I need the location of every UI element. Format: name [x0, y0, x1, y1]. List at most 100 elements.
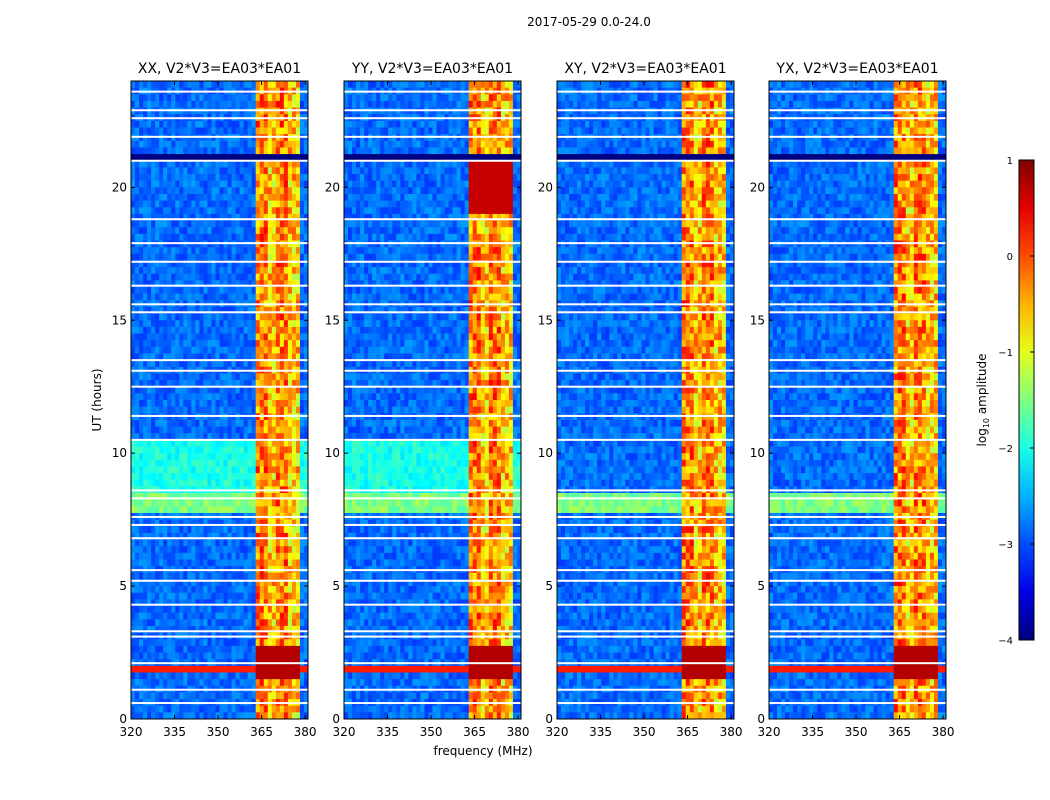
heatmap-cell: [279, 493, 285, 501]
heatmap-cell: [235, 559, 241, 567]
heatmap-cell: [159, 526, 164, 534]
heatmap-cell: [275, 506, 281, 514]
heatmap-cell: [211, 267, 216, 275]
heatmap-cell: [251, 419, 257, 427]
heatmap-cell: [388, 154, 393, 162]
heatmap-cell: [179, 665, 184, 673]
heatmap-cell: [271, 306, 277, 315]
heatmap-cell: [215, 652, 220, 660]
heatmap-cell: [163, 360, 168, 368]
heatmap-cell: [239, 433, 245, 441]
heatmap-cell: [159, 180, 164, 188]
heatmap-cell: [303, 625, 309, 634]
heatmap-cell: [147, 313, 152, 321]
heatmap-cell: [271, 233, 277, 241]
heatmap-cell: [199, 227, 204, 235]
heatmap-cell: [283, 526, 289, 534]
heatmap-cell: [179, 499, 184, 507]
heatmap-cell: [291, 373, 297, 381]
heatmap-cell: [303, 220, 309, 228]
heatmap-cell: [155, 373, 160, 381]
heatmap-cell: [203, 260, 208, 268]
heatmap-cell: [195, 213, 200, 221]
heatmap-cell: [291, 360, 297, 368]
heatmap-cell: [384, 167, 389, 175]
heatmap-cell: [380, 120, 385, 128]
heatmap-cell: [251, 167, 257, 175]
heatmap-cell: [175, 692, 180, 700]
heatmap-cell: [135, 433, 140, 441]
heatmap-cell: [295, 320, 301, 328]
heatmap-cell: [460, 174, 466, 182]
heatmap-cell: [199, 313, 204, 321]
heatmap-cell: [299, 526, 305, 534]
heatmap-cell: [159, 81, 164, 89]
heatmap-cell: [255, 120, 261, 128]
heatmap-cell: [171, 599, 176, 607]
heatmap-cell: [139, 519, 144, 527]
heatmap-cell: [263, 466, 269, 474]
heatmap-cell: [155, 479, 160, 487]
heatmap-cell: [159, 154, 164, 162]
heatmap-cell: [231, 453, 236, 461]
heatmap-cell: [131, 466, 136, 474]
heatmap-cell: [163, 599, 168, 607]
heatmap-cell: [247, 665, 253, 673]
heatmap-cell: [259, 360, 265, 368]
heatmap-cell: [183, 606, 188, 614]
heatmap-cell: [155, 625, 160, 634]
heatmap-cell: [344, 100, 349, 108]
heatmap-cell: [147, 81, 152, 89]
heatmap-cell: [223, 679, 228, 687]
heatmap-cell: [163, 273, 168, 281]
heatmap-cell: [492, 140, 498, 148]
heatmap-cell: [171, 559, 176, 567]
heatmap-cell: [155, 459, 160, 467]
heatmap-cell: [263, 154, 269, 162]
heatmap-cell: [211, 479, 216, 487]
heatmap-cell: [211, 293, 216, 301]
heatmap-cell: [251, 586, 257, 594]
heatmap-cell: [207, 539, 212, 547]
heatmap-cell: [175, 280, 180, 288]
heatmap-cell: [436, 120, 441, 128]
heatmap-cell: [215, 579, 220, 587]
heatmap-cell: [243, 612, 249, 620]
heatmap-cell: [171, 320, 176, 328]
heatmap-cell: [275, 466, 281, 474]
heatmap-cell: [171, 94, 176, 102]
heatmap-cell: [227, 639, 232, 647]
heatmap-cell: [171, 306, 176, 315]
heatmap-cell: [227, 326, 232, 334]
heatmap-cell: [263, 546, 269, 554]
heatmap-cell: [191, 247, 196, 255]
heatmap-cell: [283, 306, 289, 315]
heatmap-cell: [199, 459, 204, 467]
heatmap-cell: [247, 193, 253, 202]
heatmap-cell: [267, 320, 273, 328]
heatmap-cell: [175, 313, 180, 321]
heatmap-cell: [412, 127, 417, 135]
heatmap-cell: [299, 147, 305, 155]
heatmap-cell: [287, 400, 293, 408]
heatmap-cell: [476, 160, 482, 168]
heatmap-cell: [163, 340, 168, 348]
heatmap-cell: [291, 459, 297, 467]
heatmap-cell: [163, 333, 168, 341]
heatmap-cell: [187, 140, 192, 148]
heatmap-cell: [207, 546, 212, 554]
heatmap-cell: [275, 81, 281, 89]
heatmap-cell: [147, 679, 152, 687]
heatmap-cell: [412, 160, 417, 168]
heatmap-cell: [187, 220, 192, 228]
heatmap-cell: [283, 160, 289, 168]
heatmap-cell: [283, 625, 289, 634]
heatmap-cell: [219, 612, 224, 620]
heatmap-cell: [175, 652, 180, 660]
heatmap-cell: [271, 672, 277, 680]
heatmap-cell: [291, 386, 297, 394]
heatmap-cell: [139, 652, 144, 660]
heatmap-cell: [247, 453, 253, 461]
heatmap-cell: [396, 81, 401, 89]
heatmap-cell: [348, 167, 353, 175]
